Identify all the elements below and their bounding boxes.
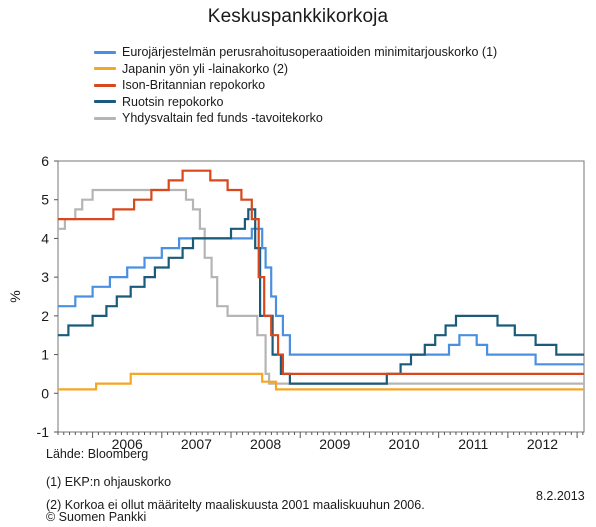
x-tick-label: 2011 bbox=[458, 436, 488, 452]
legend: Eurojärjestelmän perusrahoitusoperaatioi… bbox=[94, 44, 497, 127]
x-tick-label: 2007 bbox=[181, 436, 212, 452]
series-line bbox=[58, 372, 584, 391]
legend-item: Eurojärjestelmän perusrahoitusoperaatioi… bbox=[94, 44, 497, 61]
x-tick-label: 2012 bbox=[527, 436, 558, 452]
y-tick-label: 0 bbox=[41, 385, 49, 401]
y-tick-label: 4 bbox=[41, 230, 49, 246]
legend-label: Japanin yön yli -lainakorko (2) bbox=[122, 61, 289, 76]
x-tick-label: 2009 bbox=[319, 436, 350, 452]
y-tick-label: 2 bbox=[41, 308, 49, 324]
y-tick-label: 5 bbox=[41, 192, 49, 208]
legend-item: Ison-Britannian repokorko bbox=[94, 77, 497, 94]
legend-swatch bbox=[94, 67, 116, 71]
y-tick-label: 6 bbox=[41, 153, 49, 169]
legend-item: Japanin yön yli -lainakorko (2) bbox=[94, 61, 497, 78]
footnote-2: (2) Korkoa ei ollut määritelty maaliskuu… bbox=[46, 498, 425, 512]
legend-label: Ruotsin repokorko bbox=[122, 94, 224, 109]
series-line bbox=[58, 208, 584, 385]
legend-swatch bbox=[94, 83, 116, 87]
series-line bbox=[58, 169, 584, 375]
y-axis-label: % bbox=[7, 290, 23, 302]
copyright-note: © Suomen Pankki bbox=[46, 510, 147, 524]
legend-label: Yhdysvaltain fed funds -tavoitekorko bbox=[122, 111, 323, 126]
legend-item: Yhdysvaltain fed funds -tavoitekorko bbox=[94, 110, 497, 127]
y-tick-label: 3 bbox=[41, 269, 49, 285]
footnote-1: (1) EKP:n ohjauskorko bbox=[46, 475, 172, 489]
legend-swatch bbox=[94, 100, 116, 104]
legend-label: Eurojärjestelmän perusrahoitusoperaatioi… bbox=[122, 45, 498, 60]
chart-title: Keskuspankkikorkoja bbox=[207, 6, 389, 27]
source-note: Lähde: Bloomberg bbox=[46, 447, 149, 461]
series-line bbox=[58, 188, 584, 385]
legend-item: Ruotsin repokorko bbox=[94, 94, 497, 111]
legend-swatch bbox=[94, 116, 116, 120]
x-tick-label: 2010 bbox=[388, 436, 419, 452]
x-tick-label: 2008 bbox=[250, 436, 281, 452]
legend-swatch bbox=[94, 50, 116, 54]
y-tick-label: 1 bbox=[41, 347, 49, 363]
series-line bbox=[58, 227, 584, 366]
legend-label: Ison-Britannian repokorko bbox=[122, 78, 266, 93]
y-tick-label: -1 bbox=[37, 424, 50, 440]
plot-frame bbox=[57, 160, 585, 433]
date-label: 8.2.2013 bbox=[536, 489, 585, 503]
x-tick-label: 2006 bbox=[112, 436, 143, 452]
